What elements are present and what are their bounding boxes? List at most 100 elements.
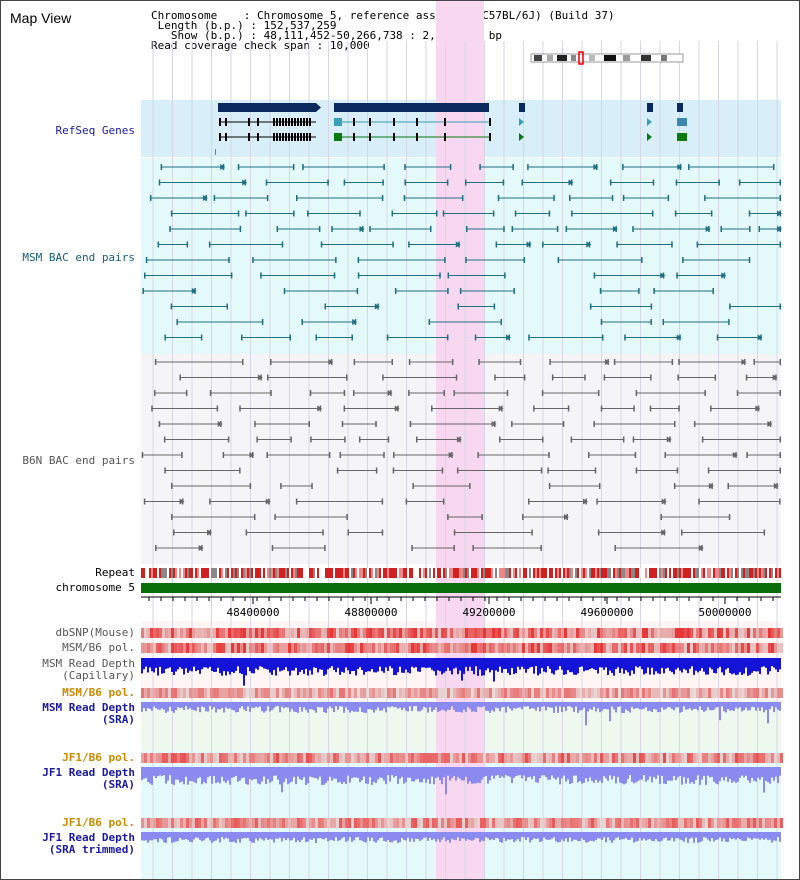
jf1-b6-pol-2-track-label[interactable]: JF1/B6 pol.: [62, 816, 135, 829]
msm-sra-depth-bar: [395, 702, 397, 708]
jf1-b6-pol-strip: [723, 753, 726, 763]
msm-bac-end: [428, 319, 431, 325]
chromosome-track-label[interactable]: chromosome 5: [55, 581, 135, 594]
msm-b6-pol-sra-strip: [597, 688, 600, 698]
repeat-segment: [509, 568, 511, 578]
msm-bac-end: [650, 319, 652, 325]
msm-b6-pol-strip: [636, 643, 639, 653]
repeat-segment: [253, 568, 255, 578]
dbsnp-strip: [642, 628, 645, 638]
b6n-bac-end: [141, 452, 144, 458]
msm-b6-pol-sra-track-label[interactable]: MSM/B6 pol.: [62, 686, 135, 699]
repeat-track-label[interactable]: Repeat: [95, 566, 135, 579]
dbsnp-strip: [279, 628, 282, 638]
jf1-depth-bar: [599, 767, 601, 781]
repeat-segment: [191, 568, 193, 578]
msm-bac-track-label[interactable]: MSM BAC end pairs: [22, 251, 135, 264]
msm-cap-depth-bar: [153, 658, 155, 673]
b6n-bac-end: [698, 498, 700, 505]
b6n-bac-end: [650, 374, 652, 381]
msm-b6-pol-strip: [339, 643, 342, 653]
jf1-b6-pol-strip: [225, 753, 228, 763]
msm-b6-pol-sra-strip: [519, 688, 522, 698]
msm-cap-depth-bar: [253, 658, 255, 674]
jf1-b6-pol-strip: [648, 753, 651, 763]
jf1-trim-line2: (SRA trimmed): [48, 843, 135, 856]
jf1-trim-depth-bar: [171, 832, 173, 843]
jf1-trim-depth-bar: [579, 832, 581, 842]
b6n-bac-arrow: [448, 452, 454, 458]
msm-cap-depth-bar: [599, 658, 601, 668]
jf1-depth-bar: [655, 767, 657, 780]
repeat-segment: [693, 568, 695, 578]
msm-sra-depth-bar: [527, 702, 529, 707]
jf1-depth-bar: [217, 767, 219, 782]
msm-sra-depth-bar: [593, 702, 595, 707]
repeat-segment: [243, 568, 245, 578]
msm-b6-pol-sra-strip: [150, 688, 153, 698]
jf1-b6-pol-2-strip: [348, 818, 351, 828]
jf1-depth-bar: [517, 767, 519, 776]
repeat-segment: [147, 568, 149, 578]
b6n-bac-end: [274, 514, 276, 520]
dbsnp-strip: [402, 628, 405, 638]
repeat-segment: [567, 568, 569, 578]
b6n-bac-end: [222, 452, 225, 458]
msm-cap-depth-bar: [267, 658, 269, 670]
msm-b6-pol-sra-strip: [204, 688, 207, 698]
msm-b6-pol-track-label[interactable]: MSM/B6 pol.: [62, 641, 135, 654]
msm-b6-pol-sra-strip: [567, 688, 570, 698]
msm-cap-depth-bar: [287, 658, 289, 672]
jf1-trim-depth-bar: [269, 832, 271, 840]
repeat-segment: [369, 568, 371, 578]
jf1-trim-depth-bar: [179, 832, 181, 838]
repeat-segment: [747, 568, 749, 578]
msm-bac-arrow: [677, 164, 683, 170]
msm-sra-depth-bar: [547, 702, 549, 707]
msm-cap-depth-bar: [579, 658, 581, 668]
jf1-depth-sra-label[interactable]: JF1 Read Depth (SRA): [1, 767, 135, 791]
b6n-bac-end: [633, 405, 635, 412]
msm-b6-pol-strip: [603, 643, 606, 653]
jf1-trim-depth-bar: [467, 832, 469, 840]
dbsnp-strip: [273, 628, 276, 638]
msm-b6-pol-strip: [198, 643, 201, 653]
msm-b6-pol-strip: [693, 643, 696, 653]
b6n-bac-track-label[interactable]: B6N BAC end pairs: [22, 454, 135, 467]
b6n-bac-end: [478, 359, 480, 365]
jf1-depth-bar: [609, 767, 611, 776]
jf1-b6-pol-track-label[interactable]: JF1/B6 pol.: [62, 751, 135, 764]
jf1-b6-pol-2-strip: [555, 818, 558, 828]
jf1-depth-bar: [521, 767, 523, 779]
msm-cap-depth-bar: [519, 658, 521, 670]
jf1-depth-trimmed-label[interactable]: JF1 Read Depth (SRA trimmed): [1, 832, 135, 856]
refseq-track-label[interactable]: RefSeq Genes: [55, 124, 135, 137]
msm-b6-pol-strip: [393, 643, 396, 653]
repeat-segment: [317, 568, 319, 578]
jf1-trim-depth-bar: [339, 832, 341, 841]
jf1-trim-depth-bar: [725, 832, 727, 842]
msm-cap-depth-bar: [367, 658, 369, 672]
msm-cap-depth-bar: [405, 658, 407, 670]
jf1-b6-pol-strip: [705, 753, 708, 763]
jf1-depth-bar: [715, 767, 717, 784]
msm-cap-depth-bar: [397, 658, 399, 673]
jf1-b6-pol-2-strip: [651, 818, 654, 828]
msm-depth-sra-label[interactable]: MSM Read Depth (SRA): [1, 702, 135, 726]
msm-sra-depth-bar: [269, 702, 271, 712]
b6n-bac-end: [375, 421, 377, 427]
msm-sra-depth-bar: [513, 702, 515, 709]
jf1-b6-pol-strip: [327, 753, 330, 763]
repeat-segment: [211, 568, 213, 578]
msm-b6-pol-strip: [450, 643, 453, 653]
jf1-depth-bar: [489, 767, 491, 781]
repeat-segment: [595, 568, 597, 578]
msm-depth-capillary-label[interactable]: MSM Read Depth (Capillary): [1, 658, 135, 682]
msm-b6-pol-strip: [336, 643, 339, 653]
msm-b6-pol-sra-strip: [471, 688, 474, 698]
repeat-segment: [447, 568, 449, 578]
msm-cap-depth-bar: [461, 658, 463, 681]
dbsnp-track-label[interactable]: dbSNP(Mouse): [55, 626, 135, 639]
jf1-depth-bar: [403, 767, 405, 784]
